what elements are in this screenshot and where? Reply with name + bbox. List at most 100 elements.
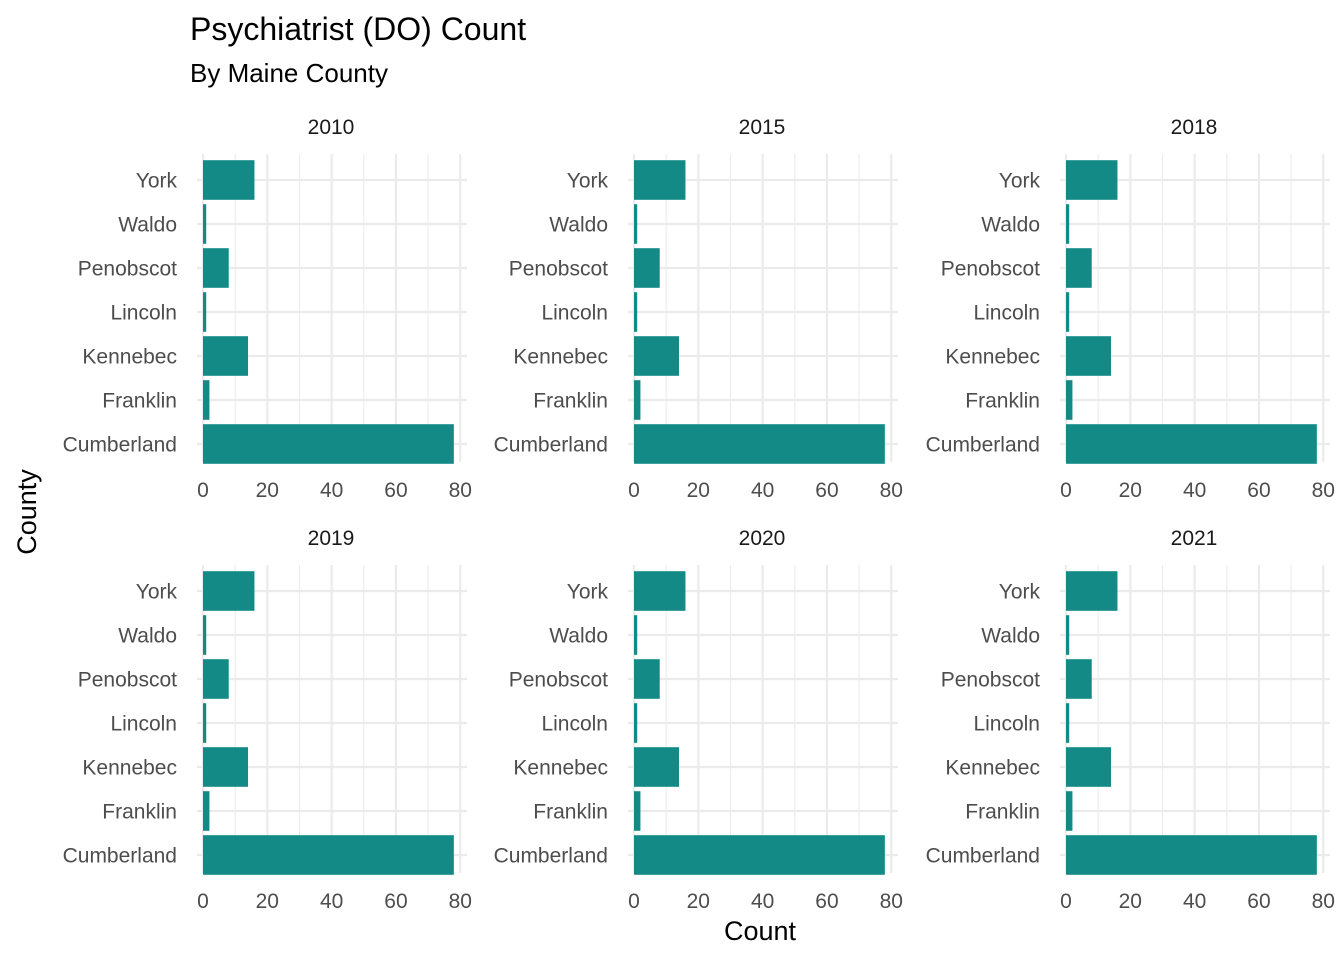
bar	[634, 380, 641, 420]
bar	[1066, 248, 1092, 288]
x-tick-label: 60	[815, 890, 838, 913]
x-tick-label: 0	[628, 890, 640, 913]
x-tick-label: 60	[384, 890, 407, 913]
bar	[1066, 835, 1317, 875]
y-tick-label: Franklin	[102, 390, 177, 413]
x-tick-label: 0	[1060, 890, 1072, 913]
x-tick-label: 0	[197, 890, 209, 913]
bar	[634, 336, 680, 376]
y-tick-label: York	[999, 581, 1041, 604]
y-tick-label: Penobscot	[78, 258, 177, 281]
y-tick-label: Lincoln	[541, 713, 608, 736]
y-tick-label: Cumberland	[63, 845, 177, 868]
bar	[203, 659, 229, 699]
y-tick-label: Kennebec	[945, 757, 1040, 780]
y-tick-label: Franklin	[533, 390, 608, 413]
bar	[203, 791, 210, 831]
x-tick-label: 80	[1312, 479, 1335, 502]
y-tick-label: Penobscot	[941, 258, 1040, 281]
facet-strip-label: 2010	[308, 116, 355, 139]
y-tick-label: Cumberland	[926, 434, 1040, 457]
x-tick-label: 40	[1183, 890, 1206, 913]
bar	[1066, 336, 1112, 376]
facet-panel: 2021 Cumberland Franklin Kennebec Lincoln Pen…	[926, 527, 1335, 913]
facet-panel: 2010 Cumberland Franklin Kennebec Lincoln Pen…	[63, 116, 472, 502]
facet-panel: 2019 Cumberland Franklin Kennebec Lincoln Pen…	[63, 527, 472, 913]
x-tick-label: 40	[751, 890, 774, 913]
y-tick-label: Franklin	[533, 801, 608, 824]
y-tick-label: Waldo	[118, 214, 177, 237]
bar	[1066, 659, 1092, 699]
x-tick-label: 20	[1119, 479, 1142, 502]
x-tick-label: 0	[1060, 479, 1072, 502]
x-axis-label: Count	[724, 916, 797, 946]
y-axis-label: County	[12, 469, 42, 555]
y-tick-label: Cumberland	[494, 845, 608, 868]
y-tick-label: Franklin	[102, 801, 177, 824]
facet-strip-label: 2019	[308, 527, 355, 550]
x-tick-label: 20	[256, 479, 279, 502]
y-tick-label: Franklin	[965, 801, 1040, 824]
bar	[203, 160, 255, 200]
x-tick-label: 80	[880, 890, 903, 913]
y-tick-label: Waldo	[981, 214, 1040, 237]
bar	[203, 336, 249, 376]
bar	[634, 292, 638, 332]
bar	[634, 791, 641, 831]
bar	[1066, 160, 1118, 200]
y-tick-label: Lincoln	[973, 302, 1040, 325]
facet-panel: 2020 Cumberland Franklin Kennebec Lincoln Pen…	[494, 527, 903, 913]
bar	[634, 571, 686, 611]
chart-title: Psychiatrist (DO) Count	[190, 11, 526, 47]
bar	[1066, 791, 1073, 831]
x-tick-label: 20	[687, 479, 710, 502]
y-tick-label: Cumberland	[494, 434, 608, 457]
bar	[634, 160, 686, 200]
chart-subtitle: By Maine County	[190, 58, 388, 88]
bar	[203, 204, 207, 244]
bar	[1066, 703, 1070, 743]
y-tick-label: Waldo	[549, 625, 608, 648]
y-tick-label: Penobscot	[941, 669, 1040, 692]
y-tick-label: Kennebec	[945, 346, 1040, 369]
y-tick-label: Waldo	[981, 625, 1040, 648]
y-tick-label: York	[999, 170, 1041, 193]
x-tick-label: 60	[384, 479, 407, 502]
bar	[634, 204, 638, 244]
x-tick-label: 60	[815, 479, 838, 502]
bar	[203, 571, 255, 611]
bar	[203, 615, 207, 655]
bar	[203, 424, 454, 464]
y-tick-label: Lincoln	[110, 302, 177, 325]
x-tick-label: 80	[880, 479, 903, 502]
x-tick-label: 40	[751, 479, 774, 502]
bar	[634, 659, 660, 699]
bar	[634, 248, 660, 288]
y-tick-label: Lincoln	[541, 302, 608, 325]
bar	[203, 703, 207, 743]
x-tick-label: 40	[320, 479, 343, 502]
y-tick-label: Penobscot	[509, 258, 608, 281]
facet-panel: 2018 Cumberland Franklin Kennebec Lincoln Pen…	[926, 116, 1335, 502]
x-tick-label: 40	[1183, 479, 1206, 502]
x-tick-label: 0	[197, 479, 209, 502]
x-tick-label: 60	[1247, 479, 1270, 502]
bar	[1066, 292, 1070, 332]
bar	[634, 747, 680, 787]
x-tick-label: 80	[449, 479, 472, 502]
facet-panels: 2010 Cumberland Franklin Kennebec Lincoln Pen…	[63, 116, 1335, 913]
y-tick-label: Lincoln	[973, 713, 1040, 736]
y-tick-label: Kennebec	[513, 346, 608, 369]
x-tick-label: 20	[256, 890, 279, 913]
y-tick-label: Franklin	[965, 390, 1040, 413]
facet-panel: 2015 Cumberland Franklin Kennebec Lincoln Pen…	[494, 116, 903, 502]
y-tick-label: York	[567, 581, 609, 604]
x-tick-label: 60	[1247, 890, 1270, 913]
x-tick-label: 20	[687, 890, 710, 913]
y-tick-label: Kennebec	[513, 757, 608, 780]
facet-strip-label: 2021	[1171, 527, 1218, 550]
bar	[634, 615, 638, 655]
bar	[1066, 380, 1073, 420]
x-tick-label: 40	[320, 890, 343, 913]
